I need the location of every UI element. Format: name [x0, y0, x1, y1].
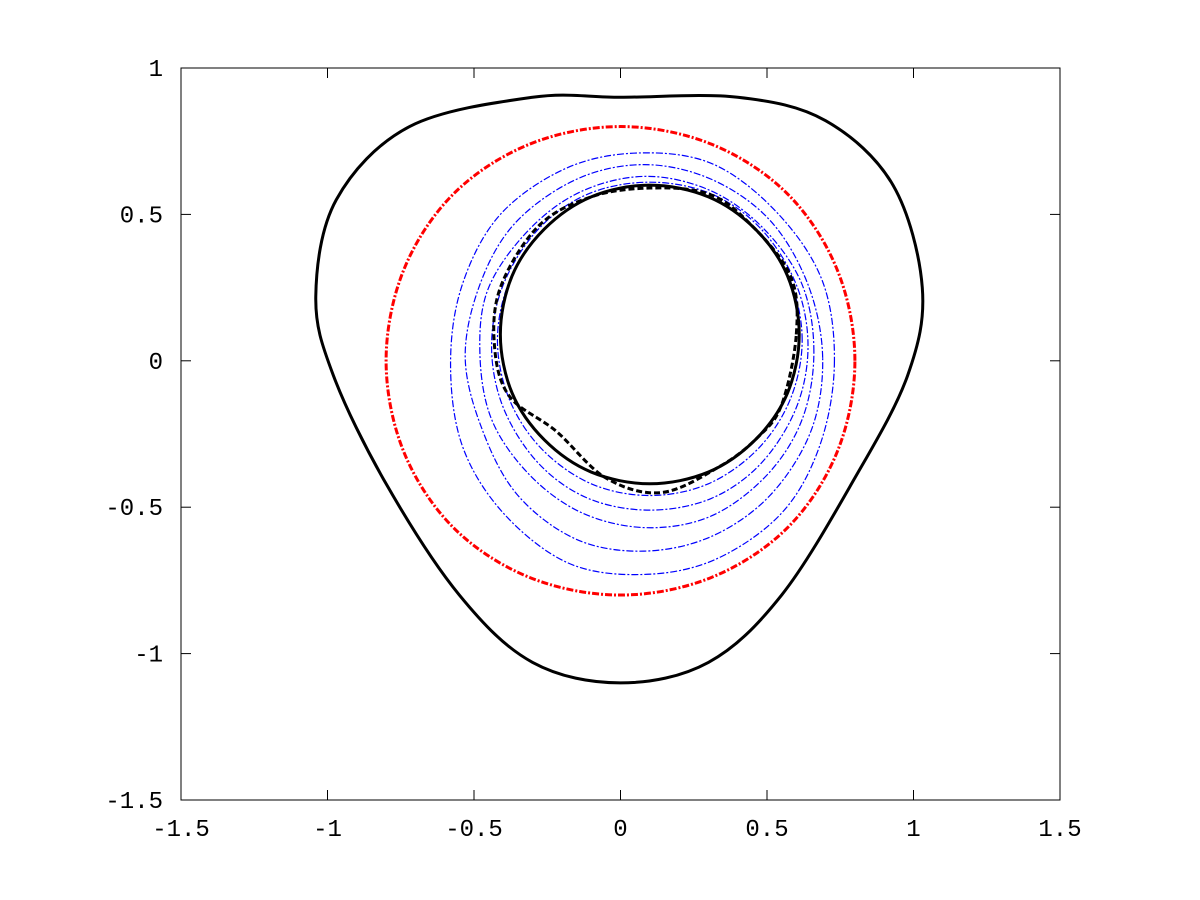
y-tick-label: 0: [149, 350, 163, 377]
x-tick-label: 1: [906, 817, 920, 844]
x-tick-label: 0.5: [745, 817, 788, 844]
curve: [314, 93, 925, 685]
x-tick-label: 1.5: [1038, 817, 1081, 844]
y-tick-label: -1.5: [105, 789, 163, 816]
curve: [464, 164, 824, 552]
y-tick-label: 1: [149, 57, 163, 84]
y-tick-label: -1: [134, 643, 163, 670]
curve: [492, 186, 799, 495]
curve: [479, 175, 815, 529]
x-tick-label: -0.5: [445, 817, 503, 844]
curve: [384, 125, 857, 597]
y-tick-label: 0.5: [120, 203, 163, 230]
plot-frame: [180, 67, 1061, 801]
x-tick-label: 0: [613, 817, 627, 844]
y-tick-label: -0.5: [105, 496, 163, 523]
x-tick-label: -1.5: [152, 817, 210, 844]
curve: [498, 183, 801, 486]
curve: [449, 152, 836, 576]
curve: [496, 184, 803, 497]
curve: [490, 181, 809, 511]
x-tick-label: -1: [313, 817, 342, 844]
